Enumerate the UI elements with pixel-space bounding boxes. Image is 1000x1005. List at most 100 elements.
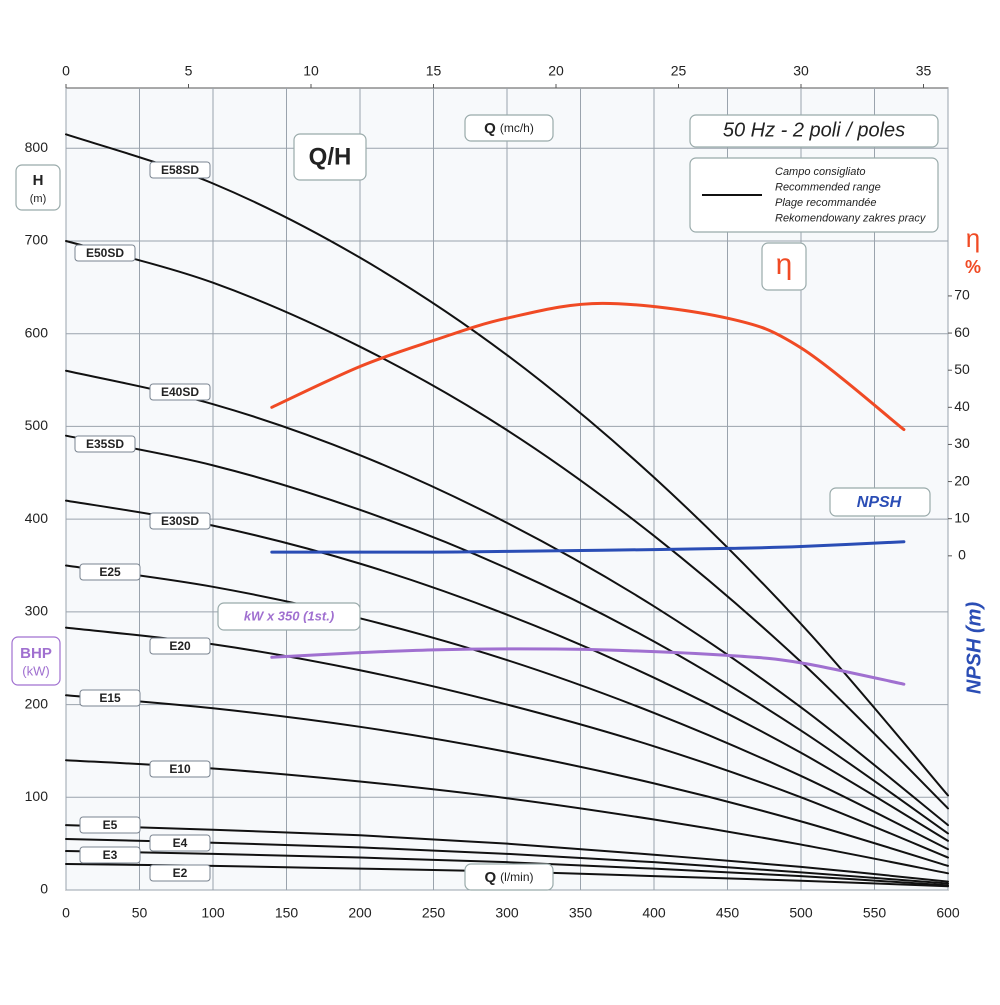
curve-label: E2 — [173, 866, 188, 880]
curve-label-box — [79, 563, 141, 581]
curve-label-box — [149, 383, 211, 401]
x-tick-label: 150 — [275, 905, 299, 921]
curve-label: E58SD — [161, 163, 199, 177]
curve-label: E20 — [169, 639, 191, 653]
legend-text: Plage recommandée — [775, 197, 877, 209]
y2-tick-label: 30 — [954, 435, 970, 451]
x-axis-label: Q (l/min) — [485, 869, 534, 886]
label-box — [15, 164, 61, 211]
curve-label-box — [74, 244, 136, 262]
label-box — [464, 863, 554, 891]
label-box — [293, 133, 367, 181]
x-tick-label: 250 — [422, 905, 446, 921]
curve-label: E35SD — [86, 437, 124, 451]
y2-tick-label: 70 — [954, 287, 970, 303]
curve-label: E50SD — [86, 246, 124, 260]
legend-text: Recommended range — [775, 181, 881, 193]
efficiency-curve — [270, 301, 906, 432]
subtitle: 50 Hz - 2 poli / poles — [723, 119, 905, 141]
head-curve — [65, 824, 949, 883]
x2-tick-label: 25 — [671, 63, 687, 79]
label-box — [11, 636, 61, 686]
y-axis-label: H — [33, 172, 44, 189]
x2-axis-label: Q (mc/h) — [484, 120, 534, 137]
x2-tick-label: 20 — [548, 63, 564, 79]
curve-label: E30SD — [161, 514, 199, 528]
y2-tick-label: 10 — [954, 509, 970, 525]
curve-label: E25 — [99, 565, 121, 579]
x-tick-label: 500 — [789, 905, 813, 921]
x-tick-label: 600 — [936, 905, 960, 921]
x-tick-label: 0 — [62, 905, 70, 921]
x-tick-label: 350 — [569, 905, 593, 921]
x2-tick-label: 5 — [185, 63, 193, 79]
symbol: Q — [484, 120, 496, 137]
x2-tick-label: 30 — [793, 63, 809, 79]
head-curve — [65, 694, 949, 867]
label-box — [829, 487, 931, 517]
y-tick-label: 800 — [25, 139, 49, 155]
power-axis-label: BHP — [20, 645, 52, 662]
power-curve — [270, 647, 906, 686]
label-box — [689, 114, 939, 148]
head-curve — [65, 434, 949, 835]
y-tick-label: 100 — [25, 788, 49, 804]
curve-label-box — [74, 435, 136, 453]
curve-label-box — [79, 689, 141, 707]
head-curve — [65, 369, 949, 827]
y-tick-label: 0 — [40, 881, 48, 897]
y2-axis-label: η — [966, 223, 980, 253]
y2-axis-unit: % — [965, 257, 981, 277]
curve-label-box — [149, 834, 211, 852]
npsh-curve — [270, 540, 906, 554]
y-tick-label: 300 — [25, 603, 49, 619]
curve-label-box — [149, 161, 211, 179]
x-tick-label: 50 — [132, 905, 148, 921]
efficiency-label: η — [776, 248, 793, 281]
curve-label-box — [149, 512, 211, 530]
head-curve — [65, 838, 949, 885]
symbol: Q — [485, 869, 497, 886]
y2-tick-label: 20 — [954, 472, 970, 488]
y-axis-unit: (m) — [30, 193, 47, 205]
curve-label-box — [79, 846, 141, 864]
unit: (mc/h) — [500, 121, 534, 135]
head-curve — [65, 499, 949, 842]
curve-label-box — [149, 637, 211, 655]
y2-tick-label: 50 — [954, 361, 970, 377]
curve-label: E40SD — [161, 385, 199, 399]
x-tick-label: 450 — [716, 905, 740, 921]
head-curve — [65, 133, 949, 797]
curve-label-box — [149, 760, 211, 778]
curve-label: E10 — [169, 762, 191, 776]
power-label: kW x 350 (1st.) — [244, 608, 334, 623]
curve-label: E15 — [99, 691, 121, 705]
x2-tick-label: 35 — [916, 63, 932, 79]
x-tick-label: 300 — [495, 905, 519, 921]
curve-label: E4 — [173, 836, 188, 850]
npsh-axis-label: NPSH (m) — [963, 602, 985, 695]
curve-label-box — [79, 816, 141, 834]
y2-tick-label: 60 — [954, 324, 970, 340]
labels: E58SD E50SD E40SD E35SD E30SD E25 E20 E15 E10 E5 E… — [11, 114, 985, 891]
curve-label: E3 — [103, 848, 118, 862]
y-tick-label: 500 — [25, 417, 49, 433]
head-curve — [65, 850, 949, 887]
x-tick-label: 100 — [201, 905, 225, 921]
x2-tick-label: 15 — [426, 63, 442, 79]
head-curve — [65, 759, 949, 875]
x-tick-label: 550 — [863, 905, 887, 921]
curve-label-box — [149, 864, 211, 882]
legend-text: Rekomendowany zakres pracy — [775, 212, 927, 224]
x2-tick-label: 0 — [62, 63, 70, 79]
head-curve — [65, 564, 949, 851]
x-tick-label: 400 — [642, 905, 666, 921]
y-tick-label: 600 — [25, 324, 49, 340]
curve-label: E5 — [103, 818, 118, 832]
power-axis-unit: (kW) — [22, 663, 49, 678]
y-tick-label: 700 — [25, 232, 49, 248]
x-tick-label: 200 — [348, 905, 372, 921]
label-box — [761, 242, 807, 291]
unit: (l/min) — [500, 870, 533, 884]
